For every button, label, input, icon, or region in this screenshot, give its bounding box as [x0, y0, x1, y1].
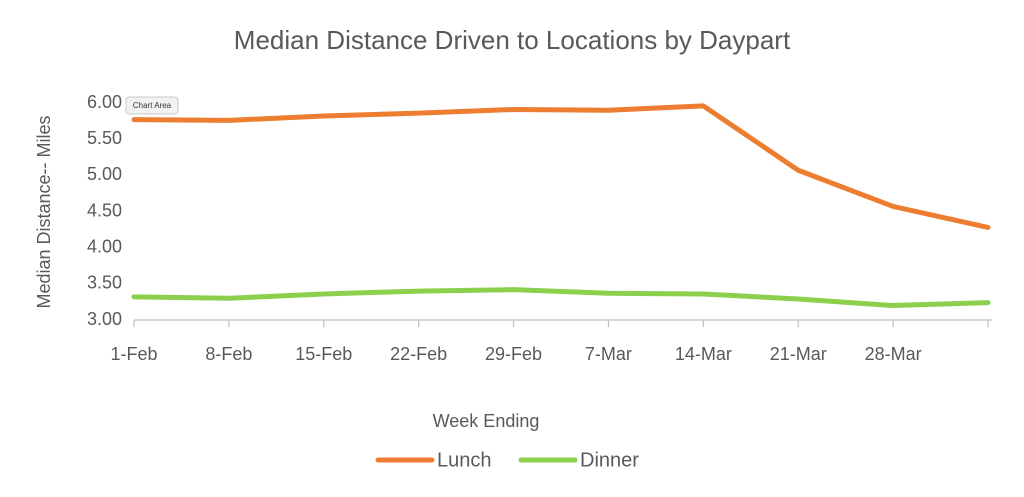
x-tick-label: 15-Feb	[295, 344, 352, 364]
x-tick-label: 14-Mar	[675, 344, 732, 364]
x-tick-label: 29-Feb	[485, 344, 542, 364]
y-tick-label: 5.00	[87, 164, 122, 184]
line-series	[131, 287, 991, 309]
y-tick-label: 4.50	[87, 200, 122, 220]
y-axis-title: Median Distance-- Miles	[34, 115, 54, 308]
y-tick-label: 4.00	[87, 236, 122, 256]
legend-label: Lunch	[437, 449, 492, 471]
chart-title: Median Distance Driven to Locations by D…	[234, 25, 791, 55]
x-axis-title: Week Ending	[433, 411, 540, 431]
tooltip: Chart Area	[133, 101, 172, 110]
line-series	[131, 103, 991, 230]
y-tick-label: 6.00	[87, 92, 122, 112]
y-tick-label: 3.50	[87, 273, 122, 293]
x-tick-label: 1-Feb	[110, 344, 157, 364]
legend-label: Dinner	[580, 449, 639, 471]
y-tick-label: 5.50	[87, 128, 122, 148]
x-tick-label: 8-Feb	[205, 344, 252, 364]
tooltip-box	[125, 96, 179, 115]
x-tick-label: 7-Mar	[585, 344, 632, 364]
y-tick-label: 3.00	[87, 309, 122, 329]
x-tick-label: 21-Mar	[770, 344, 827, 364]
x-tick-label: 22-Feb	[390, 344, 447, 364]
x-tick-label: 28-Mar	[865, 344, 922, 364]
